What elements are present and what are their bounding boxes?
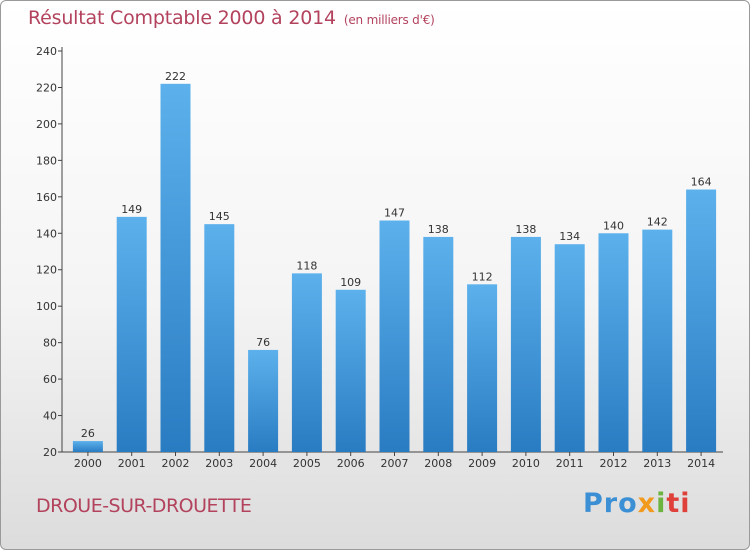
bar-value-label: 76 [256,336,270,349]
y-tick-label: 120 [36,264,57,277]
x-tick-label: 2012 [600,457,628,470]
y-tick-label: 160 [36,191,57,204]
bar [510,236,541,452]
bar [423,236,454,452]
x-tick-label: 2014 [687,457,715,470]
bar-value-label: 109 [340,276,361,289]
x-tick-label: 2004 [249,457,277,470]
bar [160,83,191,453]
bar-value-label: 134 [559,230,580,243]
bar [116,216,147,452]
bar-value-label: 145 [209,210,230,223]
logo-part-pro: Pro [583,488,638,519]
bar [335,289,366,452]
bar-value-label: 26 [81,427,95,440]
x-tick-label: 2013 [643,457,671,470]
bar-value-label: 149 [121,203,142,216]
x-tick-label: 2005 [293,457,321,470]
y-tick-label: 240 [36,45,57,58]
y-tick-label: 220 [36,81,57,94]
bar-value-label: 112 [472,270,493,283]
x-tick-label: 2010 [512,457,540,470]
y-tick-label: 100 [36,300,57,313]
bar [598,233,629,452]
y-tick-label: 140 [36,227,57,240]
x-tick-label: 2000 [74,457,102,470]
logo-part-ti: ti [666,488,691,519]
y-tick-label: 180 [36,154,57,167]
bar [291,273,322,452]
bar-value-label: 140 [603,219,624,232]
logo-part-x: x [637,488,657,519]
proxiti-logo: Proxiti [583,488,691,519]
bar-value-label: 138 [515,223,536,236]
bar-value-label: 147 [384,207,405,220]
logo-part-i: i [656,488,667,519]
bar-value-label: 142 [647,216,668,229]
bar [467,284,498,452]
x-tick-label: 2002 [162,457,190,470]
bar-value-label: 138 [428,223,449,236]
y-tick-label: 60 [43,373,57,386]
y-tick-label: 200 [36,118,57,131]
x-tick-label: 2009 [468,457,496,470]
x-tick-label: 2008 [424,457,452,470]
x-tick-label: 2006 [337,457,365,470]
bar-value-label: 222 [165,70,186,83]
y-tick-label: 20 [43,446,57,459]
bar [554,244,585,452]
bar [642,229,673,452]
chart-title: Résultat Comptable 2000 à 2014 (en millie… [28,7,435,29]
town-name: DROUE-SUR-DROUETTE [36,495,252,517]
bar [72,441,103,452]
x-tick-label: 2007 [381,457,409,470]
bar-value-label: 118 [296,259,317,272]
chart-subtitle: (en milliers d'€) [343,13,435,27]
x-tick-label: 2011 [556,457,584,470]
chart-title-text: Résultat Comptable 2000 à 2014 [28,7,336,29]
y-tick-label: 80 [43,337,57,350]
bar [248,349,279,452]
bar [204,224,235,452]
bar [379,220,410,452]
bar [686,189,717,452]
x-tick-label: 2001 [118,457,146,470]
x-tick-label: 2003 [205,457,233,470]
y-tick-label: 40 [43,410,57,423]
bar-value-label: 164 [691,176,712,189]
